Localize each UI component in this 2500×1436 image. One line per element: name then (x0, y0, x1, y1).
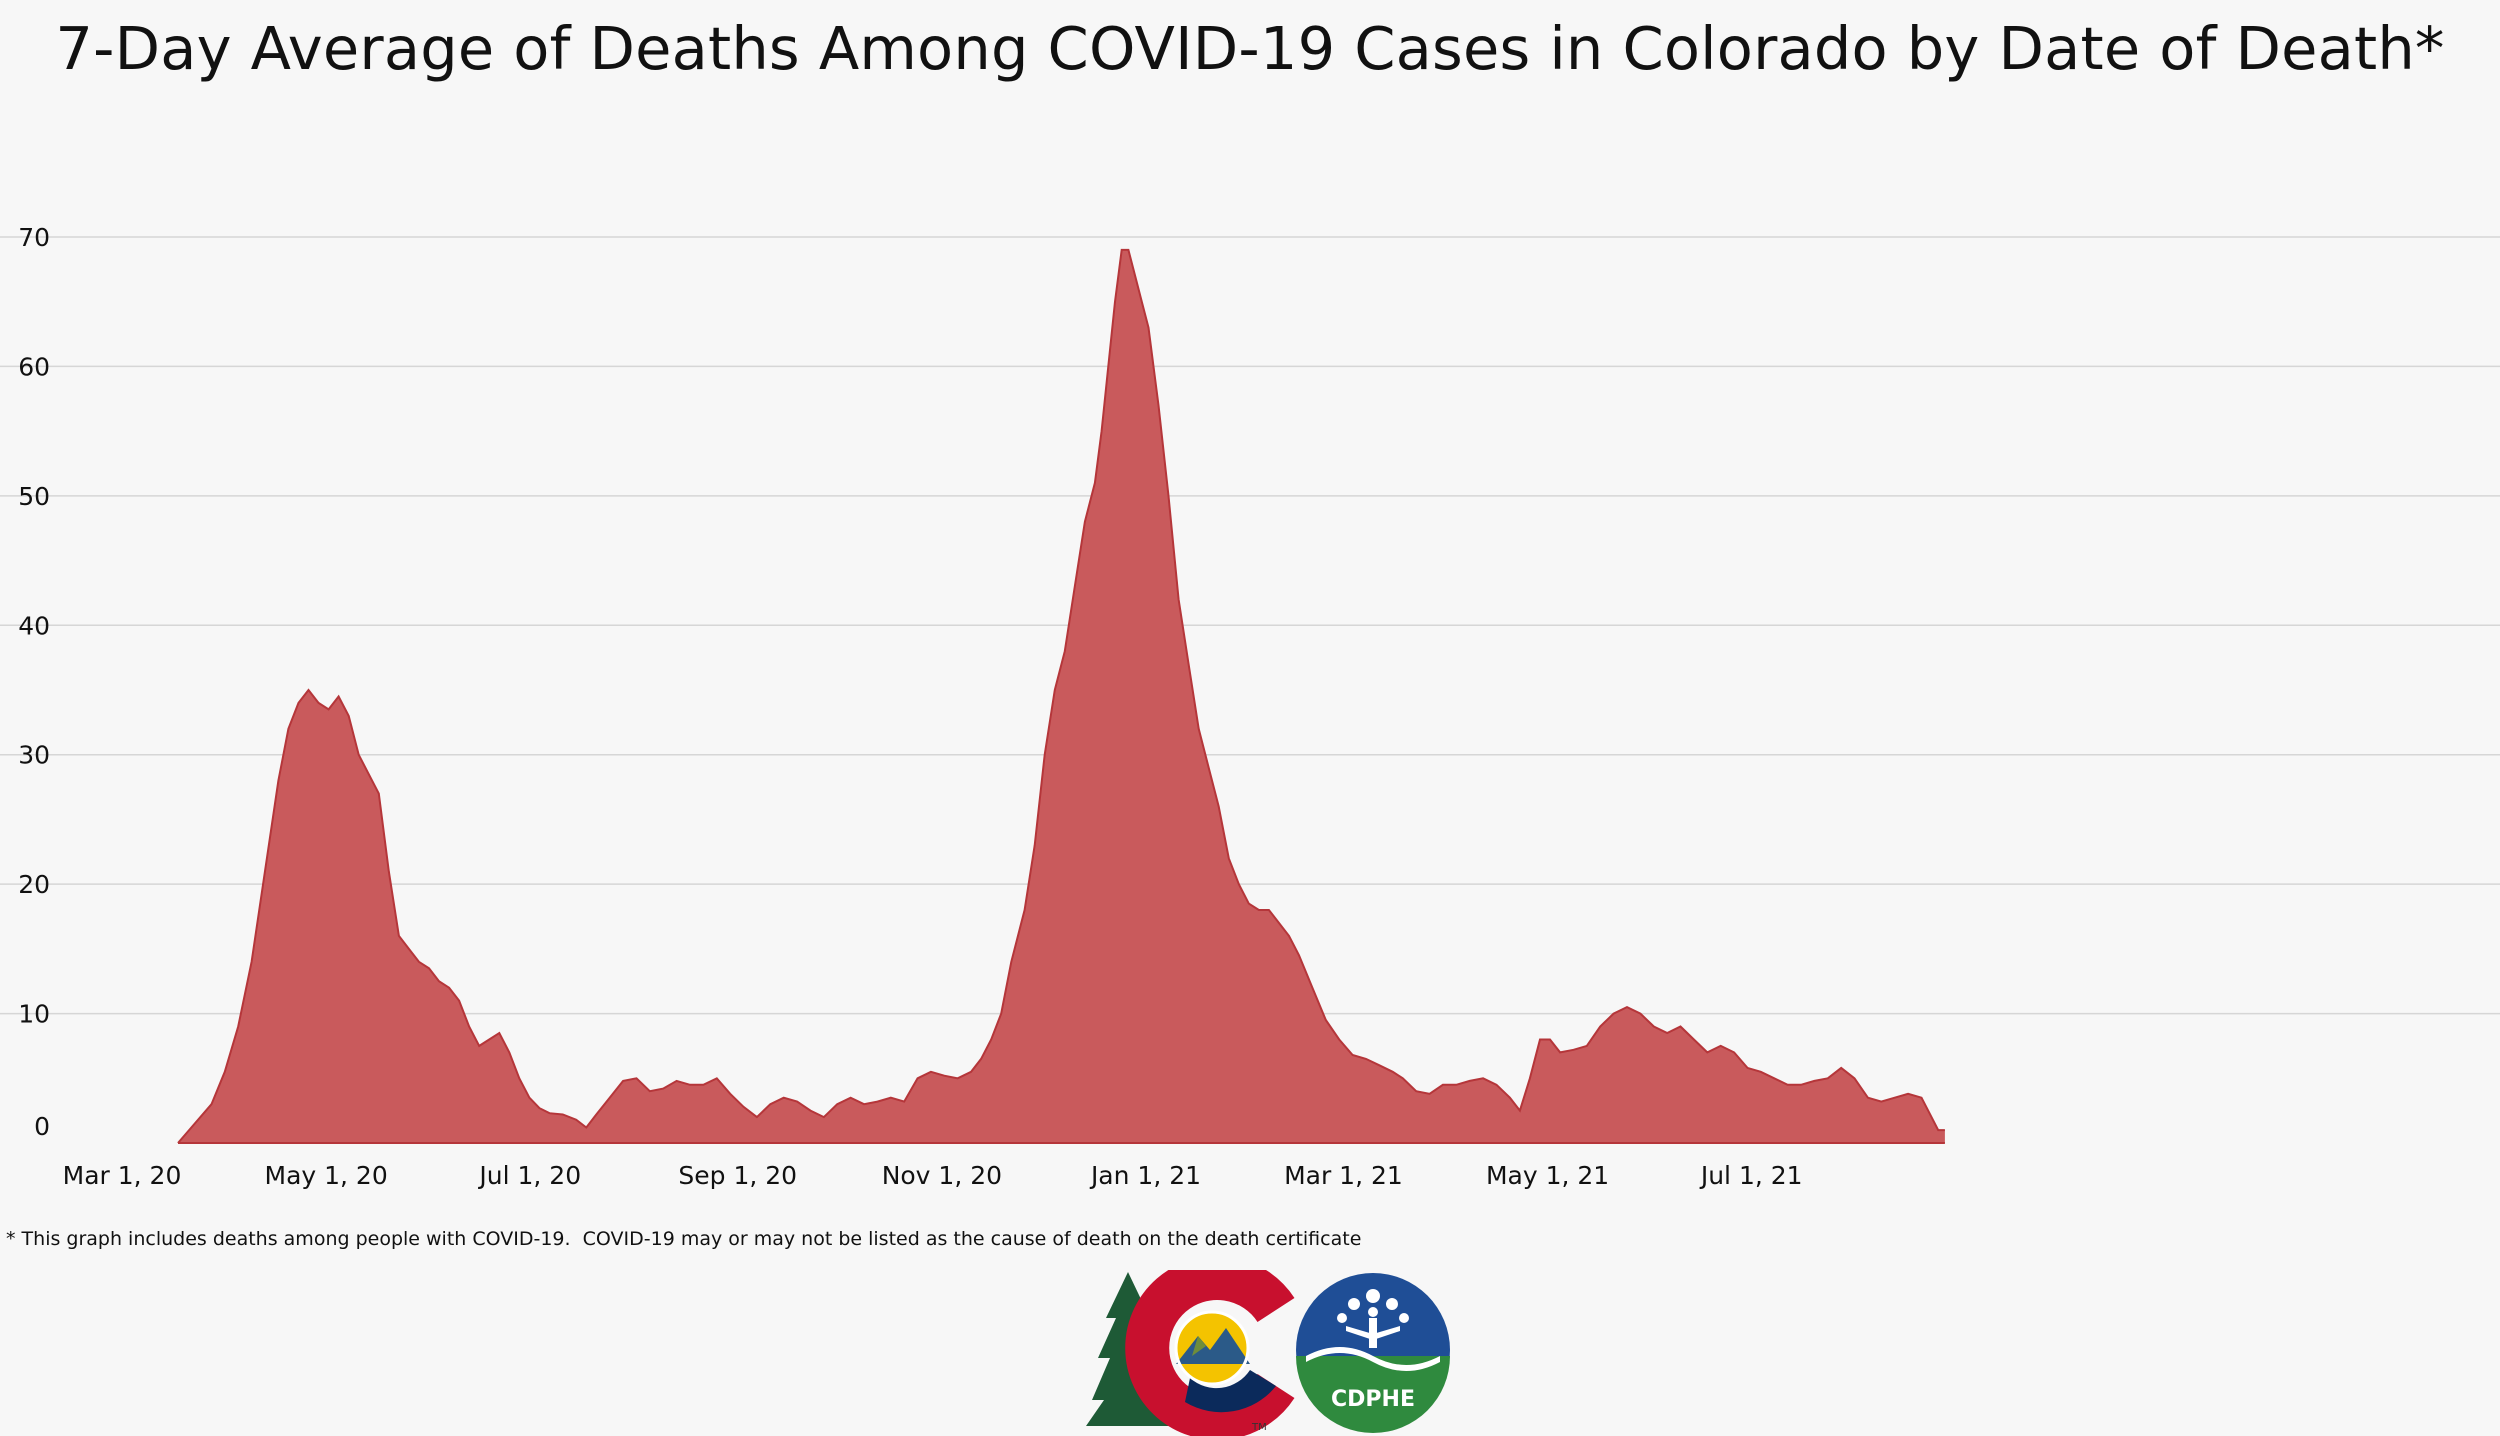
y-tick-label: 20 (18, 870, 50, 899)
x-tick-label: May 1, 21 (1486, 1161, 1609, 1190)
footnote: * This graph includes deaths among peopl… (6, 1228, 1362, 1250)
x-tick-label: Nov 1, 20 (882, 1161, 1002, 1190)
y-tick-label: 60 (18, 352, 50, 381)
x-tick-label: May 1, 20 (265, 1161, 388, 1190)
y-tick-label: 10 (18, 1000, 50, 1029)
y-tick-label: 70 (18, 223, 50, 252)
tree-person-icon (1337, 1289, 1409, 1348)
x-axis-ticks: Mar 1, 20 May 1, 20 Jul 1, 20 Sep 1, 20 Nov … (63, 1161, 1803, 1190)
cdphe-logo-text: CDPHE (1331, 1387, 1415, 1412)
trademark-mark: TM (1251, 1422, 1267, 1433)
x-tick-label: Sep 1, 20 (678, 1161, 797, 1190)
colorado-c-icon: TM (1125, 1270, 1295, 1436)
colorado-state-logo: TM (1086, 1270, 1295, 1436)
y-tick-label: 50 (18, 482, 50, 511)
y-tick-label: 0 (34, 1112, 50, 1141)
series-layer (177, 248, 1945, 1144)
x-tick-label: Jul 1, 21 (1699, 1161, 1803, 1190)
x-tick-label: Jul 1, 20 (477, 1161, 581, 1190)
x-tick-label: Mar 1, 21 (1284, 1161, 1403, 1190)
y-tick-label: 40 (18, 611, 50, 640)
logos: TM CDPHE (1086, 1270, 1450, 1436)
x-tick-label: Mar 1, 20 (63, 1161, 182, 1190)
series-line (177, 248, 1945, 1144)
y-tick-label: 30 (18, 741, 50, 770)
x-tick-label: Jan 1, 21 (1089, 1161, 1201, 1190)
cdphe-logo: CDPHE (1296, 1273, 1450, 1433)
y-axis-ticks: 0 10 20 30 40 50 60 70 (18, 223, 50, 1141)
chart-title: 7-Day Average of Deaths Among COVID-19 C… (55, 14, 2445, 83)
series-area (178, 249, 1945, 1143)
